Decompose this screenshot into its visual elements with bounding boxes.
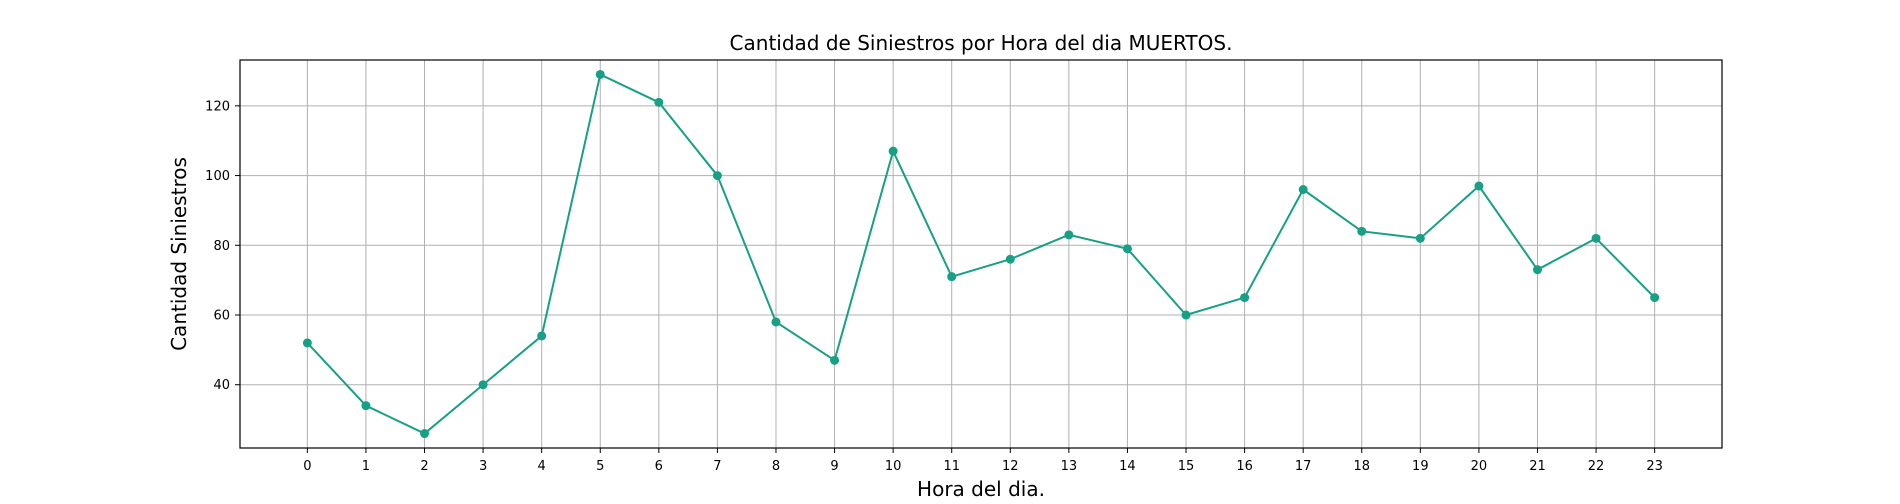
- data-point: [947, 272, 957, 282]
- data-point: [537, 331, 547, 341]
- data-point: [1298, 185, 1308, 195]
- data-point: [1181, 310, 1191, 320]
- data-point: [478, 380, 488, 390]
- data-point: [302, 338, 312, 348]
- x-tick-label: 3: [479, 459, 487, 474]
- y-tick-label: 60: [213, 309, 230, 324]
- x-tick-label: 21: [1529, 459, 1546, 474]
- data-point: [1122, 244, 1132, 254]
- y-tick-label: 40: [213, 378, 230, 393]
- x-tick-label: 20: [1471, 459, 1488, 474]
- x-tick-label: 17: [1295, 459, 1312, 474]
- data-point: [654, 97, 664, 107]
- y-tick-label: 100: [205, 169, 230, 184]
- data-point: [830, 355, 840, 365]
- data-points: [302, 69, 1660, 439]
- x-tick-label: 9: [830, 459, 838, 474]
- x-tick-label: 6: [655, 459, 663, 474]
- data-point: [1650, 293, 1660, 303]
- data-point: [1474, 181, 1484, 191]
- data-point: [771, 317, 781, 327]
- x-tick-label: 14: [1119, 459, 1136, 474]
- chart-title: Cantidad de Siniestros por Hora del dia …: [730, 31, 1233, 55]
- x-tick-label: 16: [1236, 459, 1253, 474]
- series-line: [306, 73, 1656, 435]
- x-tick-label: 19: [1412, 459, 1429, 474]
- x-tick-label: 7: [713, 459, 721, 474]
- x-tick-label: 0: [303, 459, 311, 474]
- x-tick-label: 11: [943, 459, 960, 474]
- series-layer: [306, 73, 1656, 435]
- data-point: [1357, 226, 1367, 236]
- data-point: [361, 401, 371, 411]
- x-tick-label: 5: [596, 459, 604, 474]
- plot-frame: [239, 59, 1723, 449]
- data-point: [712, 171, 722, 181]
- data-point: [1532, 265, 1542, 275]
- x-tick-label: 23: [1646, 459, 1663, 474]
- x-tick-label: 15: [1178, 459, 1195, 474]
- data-point: [888, 146, 898, 156]
- x-tick-label: 22: [1588, 459, 1605, 474]
- grid: [240, 60, 1722, 448]
- data-point: [1415, 233, 1425, 243]
- data-point: [420, 429, 430, 439]
- y-tick-label: 80: [213, 239, 230, 254]
- x-tick-label: 13: [1061, 459, 1078, 474]
- data-point: [595, 69, 605, 79]
- data-point: [1240, 293, 1250, 303]
- axis-ticks: 0 1 2 3 4 5 6 7 8 9 10 11 12 13 14 15 16 17 18 19 20 21 22 2340…: [205, 99, 1663, 474]
- x-tick-label: 12: [1002, 459, 1019, 474]
- data-point: [1005, 254, 1015, 264]
- data-point: [1064, 230, 1074, 240]
- x-tick-label: 1: [362, 459, 370, 474]
- y-tick-label: 120: [205, 99, 230, 114]
- y-axis-label: Cantidad Siniestros: [167, 157, 191, 351]
- x-axis-label: Hora del dia.: [917, 477, 1045, 500]
- x-tick-label: 2: [420, 459, 428, 474]
- x-tick-label: 8: [772, 459, 780, 474]
- x-tick-label: 4: [538, 459, 546, 474]
- data-point: [1591, 233, 1601, 243]
- x-tick-label: 18: [1353, 459, 1370, 474]
- x-tick-label: 10: [885, 459, 902, 474]
